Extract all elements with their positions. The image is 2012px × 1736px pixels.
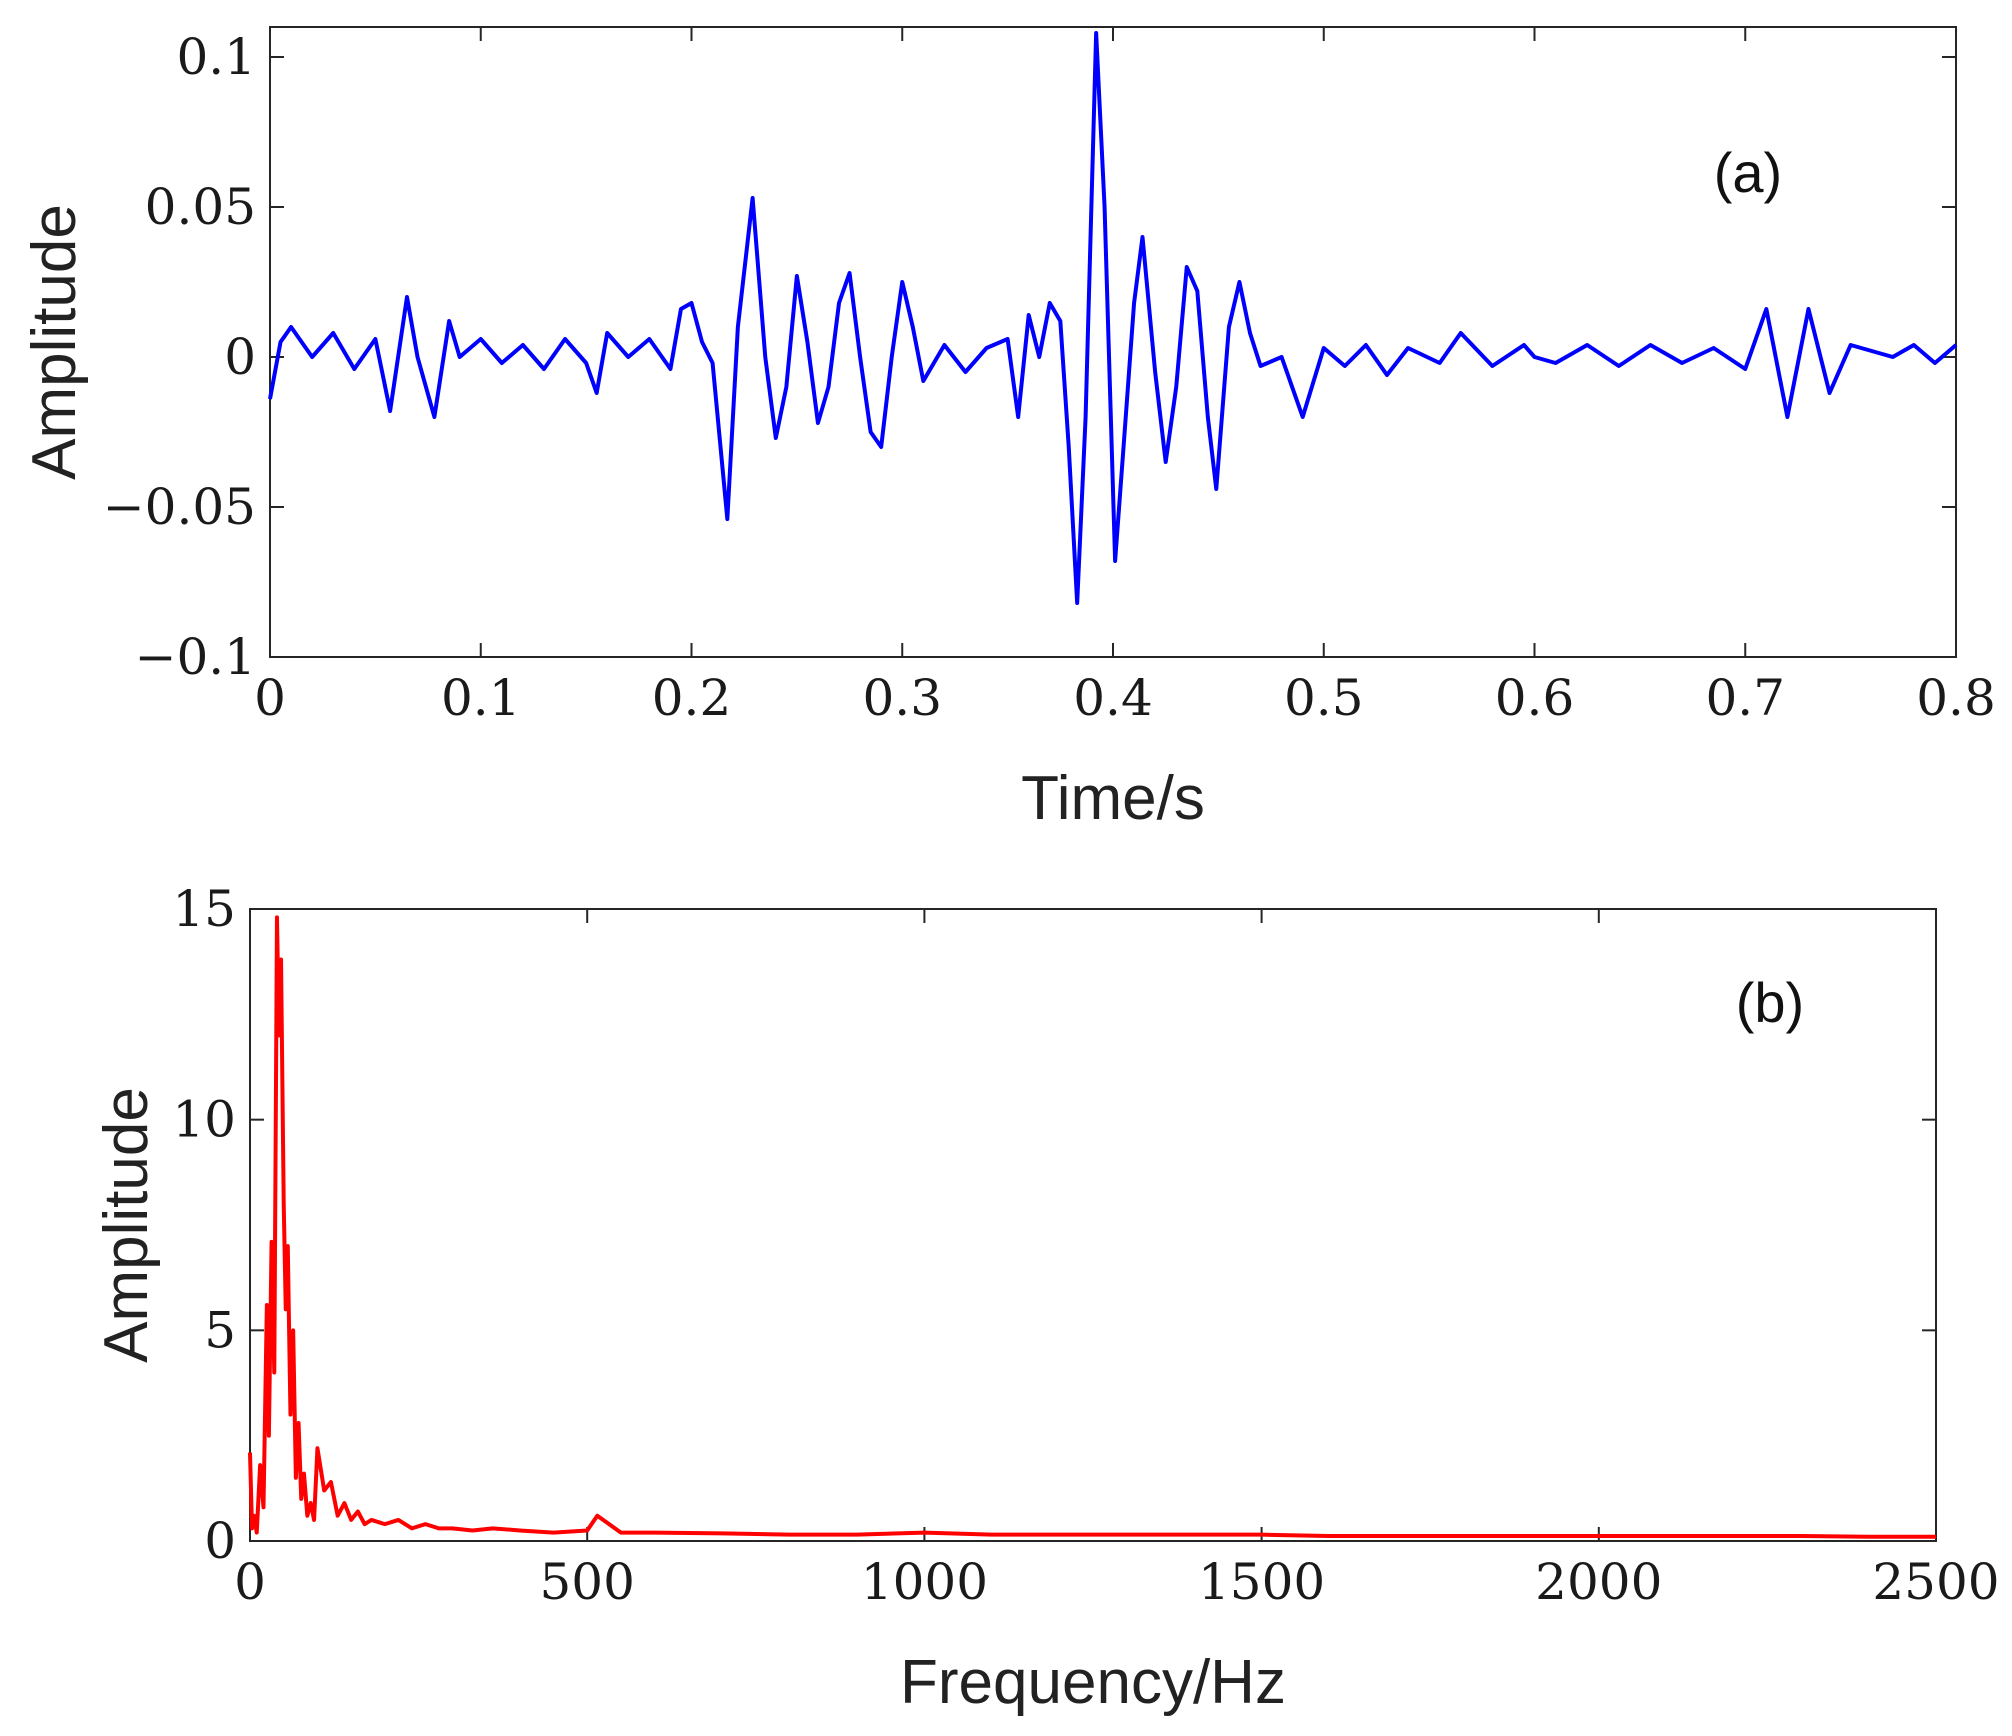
y-tick-label-b: 10 <box>172 1091 236 1149</box>
y-tick-label-b: 0 <box>204 1512 236 1570</box>
y-tick-label-a: −0.1 <box>135 628 256 686</box>
x-tick-label-b: 2000 <box>1535 1553 1662 1611</box>
x-tick-label-a: 0.1 <box>441 669 521 727</box>
y-tick-label-b: 5 <box>204 1301 236 1359</box>
x-tick-label-a: 0.2 <box>652 669 732 727</box>
x-tick-label-a: 0.6 <box>1495 669 1575 727</box>
x-tick-label-a: 0.3 <box>862 669 942 727</box>
panel-b: 0 500 1000 1500 2000 2500 0 5 10 15 (b) Frequency… <box>92 880 2000 1717</box>
y-tick-label-b: 15 <box>172 880 236 938</box>
x-tick-label-b: 500 <box>539 1553 634 1611</box>
y-axis-label-a: Amplitude <box>20 204 89 480</box>
x-tick-label-b: 2500 <box>1872 1553 1999 1611</box>
tick-labels-a: 0 0.1 0.2 0.3 0.4 0.5 0.6 0.7 0.8 −0.1 −0.05 0 0.05 0… <box>103 28 1996 727</box>
x-tick-label-a: 0.5 <box>1284 669 1364 727</box>
x-tick-label-b: 1000 <box>861 1553 988 1611</box>
x-axis-label-a: Time/s <box>1021 764 1205 833</box>
plot-frame-b <box>249 908 1937 1542</box>
x-tick-label-a: 0.8 <box>1916 669 1996 727</box>
panel-label-a: (a) <box>1714 141 1782 204</box>
ticks-a <box>269 27 1957 658</box>
x-tick-label-b: 1500 <box>1198 1553 1325 1611</box>
y-tick-label-a: 0 <box>224 328 256 386</box>
y-axis-label-b: Amplitude <box>92 1087 161 1363</box>
x-tick-label-a: 0.4 <box>1073 669 1153 727</box>
tick-labels-b: 0 500 1000 1500 2000 2500 0 5 10 15 <box>172 880 1999 1611</box>
x-tick-label-a: 0 <box>254 669 286 727</box>
y-tick-label-a: 0.1 <box>176 28 256 86</box>
ticks-b <box>249 908 1937 1542</box>
x-axis-label-b: Frequency/Hz <box>900 1648 1286 1717</box>
series-line-b <box>248 915 1936 1539</box>
y-tick-label-a: 0.05 <box>145 178 256 236</box>
y-tick-label-a: −0.05 <box>103 478 256 536</box>
panel-a: 0 0.1 0.2 0.3 0.4 0.5 0.6 0.7 0.8 −0.1 −0.05 0 0.05 0… <box>20 26 1996 833</box>
series-line-a <box>268 31 1958 605</box>
x-tick-label-b: 0 <box>234 1553 266 1611</box>
x-tick-label-a: 0.7 <box>1705 669 1785 727</box>
panel-label-b: (b) <box>1736 971 1804 1034</box>
